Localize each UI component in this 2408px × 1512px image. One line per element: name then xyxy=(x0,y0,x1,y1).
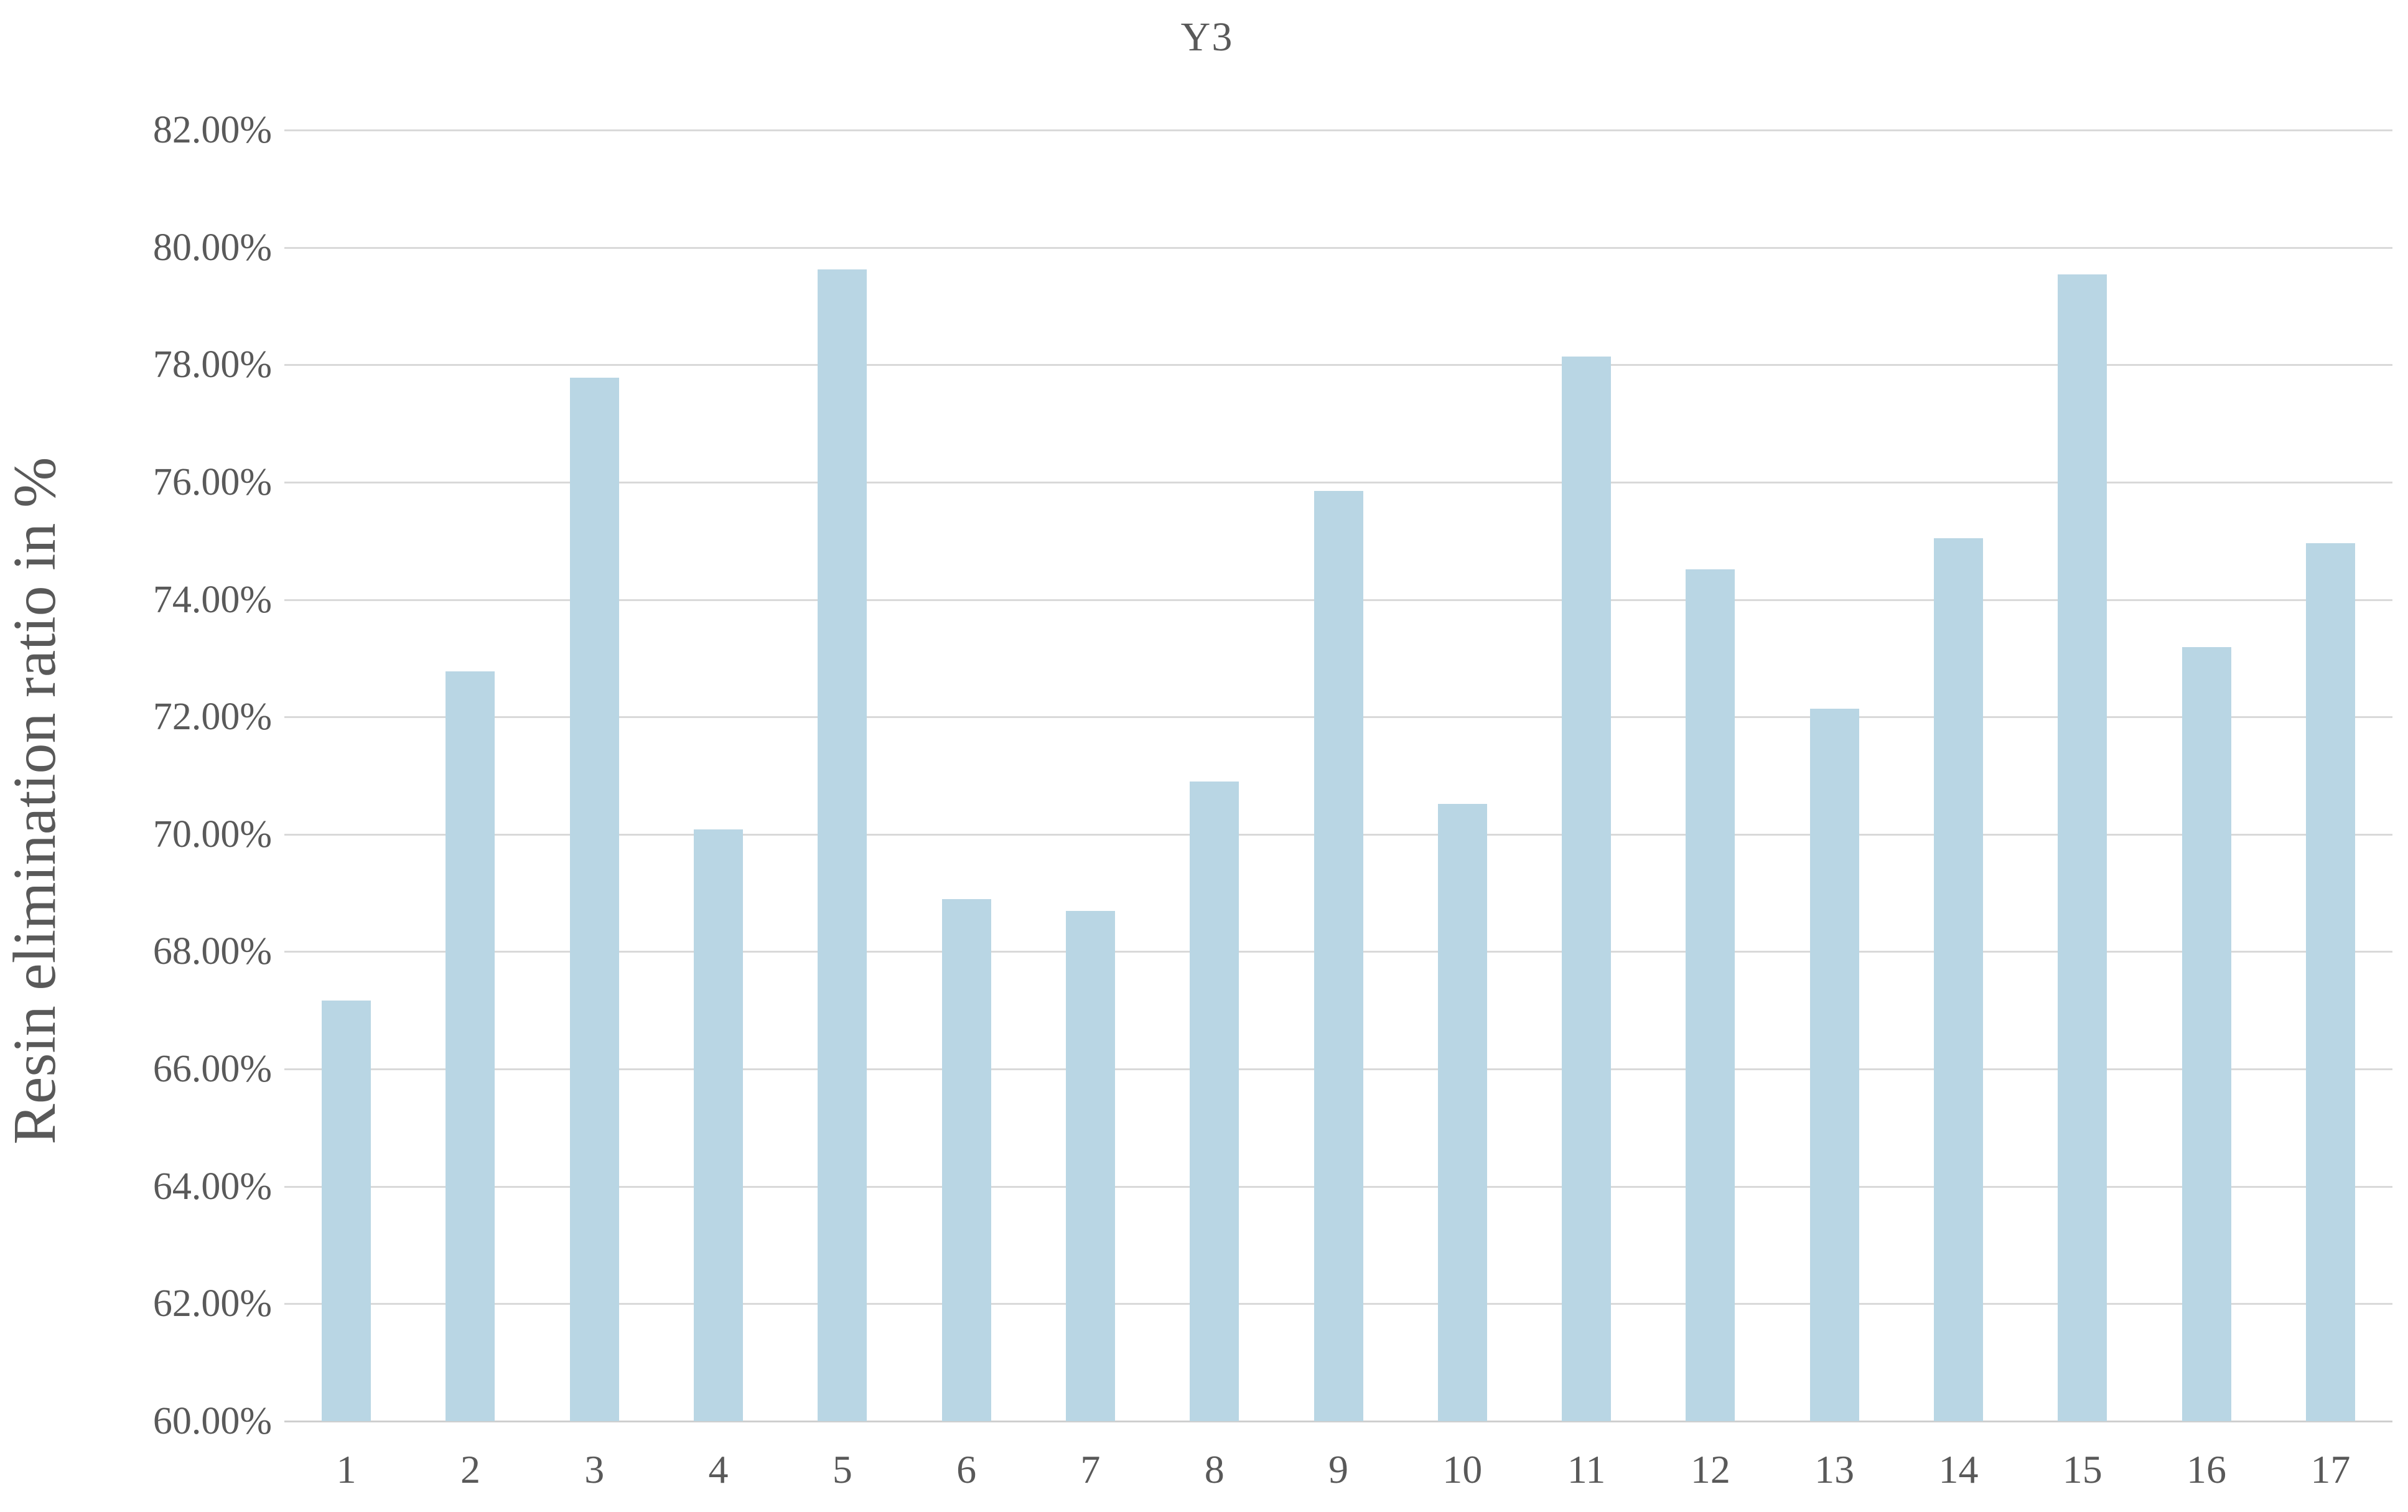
plot-area xyxy=(284,129,2392,1422)
bar xyxy=(1314,491,1363,1421)
x-tick-label: 13 xyxy=(1814,1447,1855,1491)
bar xyxy=(1933,538,1983,1421)
y-tick-label: 60.00% xyxy=(152,1400,272,1442)
y-tick-label: 64.00% xyxy=(152,1165,272,1208)
x-tick-label: 5 xyxy=(832,1447,852,1491)
y-tick-label: 82.00% xyxy=(152,109,272,151)
y-tick-label: 66.00% xyxy=(152,1048,272,1091)
x-tick-label: 14 xyxy=(1938,1447,1979,1491)
gridline xyxy=(284,364,2392,366)
x-tick-label: 7 xyxy=(1080,1447,1101,1491)
x-tick-label: 6 xyxy=(956,1447,977,1491)
bar xyxy=(1809,708,1859,1421)
y-tick-label: 70.00% xyxy=(152,813,272,856)
bar xyxy=(1437,803,1487,1421)
bar xyxy=(446,671,495,1421)
bar xyxy=(2305,543,2355,1421)
y-tick-label: 74.00% xyxy=(152,578,272,621)
y-tick-label: 80.00% xyxy=(152,226,272,269)
gridline xyxy=(284,481,2392,483)
bar xyxy=(1562,357,1612,1421)
y-tick-label: 72.00% xyxy=(152,696,272,739)
bar xyxy=(941,898,991,1421)
y-tick-label: 68.00% xyxy=(152,930,272,973)
x-tick-label: 12 xyxy=(1690,1447,1730,1491)
x-tick-label: 16 xyxy=(2186,1447,2227,1491)
x-tick-label: 4 xyxy=(708,1447,729,1491)
y-tick-label: 62.00% xyxy=(152,1282,272,1325)
bar xyxy=(322,1000,371,1421)
bar xyxy=(1065,911,1115,1421)
bar xyxy=(2182,646,2231,1421)
chart-title: Y3 xyxy=(1180,14,1234,60)
bar xyxy=(1686,569,1735,1421)
gridline xyxy=(284,129,2392,131)
x-tick-label: 3 xyxy=(584,1447,605,1491)
x-tick-label: 2 xyxy=(460,1447,480,1491)
x-tick-label: 1 xyxy=(336,1447,357,1491)
x-tick-label: 10 xyxy=(1442,1447,1483,1491)
bar xyxy=(2058,274,2107,1421)
bar xyxy=(1190,781,1239,1421)
x-tick-label: 11 xyxy=(1567,1447,1606,1491)
bar xyxy=(694,829,744,1421)
x-tick-label: 9 xyxy=(1328,1447,1348,1491)
gridline xyxy=(284,246,2392,249)
bar xyxy=(818,269,867,1421)
x-tick-label: 17 xyxy=(2310,1447,2351,1491)
y-tick-label: 78.00% xyxy=(152,343,272,386)
y-tick-label: 76.00% xyxy=(152,460,272,503)
x-tick-label: 15 xyxy=(2062,1447,2102,1491)
gridline xyxy=(284,1421,2392,1422)
bar xyxy=(569,378,619,1421)
x-tick-label: 8 xyxy=(1204,1447,1225,1491)
